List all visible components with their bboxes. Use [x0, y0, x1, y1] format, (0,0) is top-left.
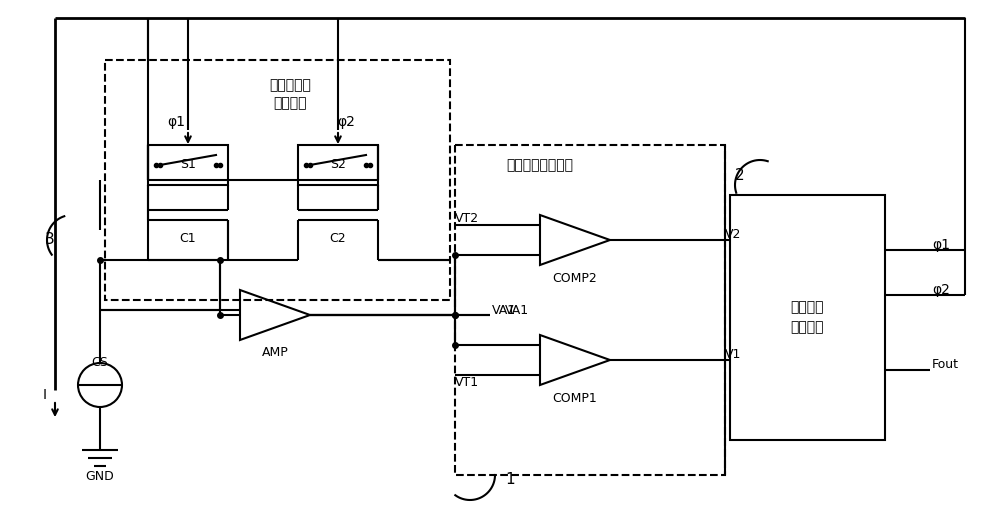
Bar	[105, 60, 450, 300]
Bar	[148, 145, 228, 185]
Text: 3: 3	[45, 233, 55, 247]
Text: φ2: φ2	[932, 283, 950, 297]
Text: C2: C2	[330, 232, 346, 244]
Text: φ1: φ1	[167, 115, 185, 129]
Bar	[455, 145, 725, 475]
Text: CS: CS	[92, 356, 108, 370]
Text: COMP1: COMP1	[553, 391, 597, 405]
Text: 1: 1	[505, 473, 515, 488]
Text: 释放模块: 释放模块	[273, 96, 307, 110]
Text: 2: 2	[735, 167, 745, 183]
Text: I: I	[43, 388, 47, 402]
Text: S1: S1	[180, 159, 196, 171]
Text: φ1: φ1	[932, 238, 950, 252]
Text: 积分状态判断模块: 积分状态判断模块	[507, 158, 574, 172]
Text: VA1: VA1	[505, 304, 529, 316]
Bar	[730, 195, 885, 440]
Text: VT2: VT2	[455, 211, 479, 225]
Text: Fout: Fout	[932, 358, 959, 372]
Text: COMP2: COMP2	[553, 272, 597, 284]
Text: 电荷积累与: 电荷积累与	[269, 78, 311, 92]
Text: GND: GND	[86, 470, 114, 484]
Bar	[298, 145, 378, 185]
Text: C1: C1	[180, 232, 196, 244]
Text: S2: S2	[330, 159, 346, 171]
Text: AMP: AMP	[262, 346, 288, 359]
Text: VA1: VA1	[492, 304, 516, 316]
Text: VT1: VT1	[455, 377, 479, 389]
Text: 状态切换: 状态切换	[791, 301, 824, 314]
Text: 控制模块: 控制模块	[791, 320, 824, 335]
Text: V2: V2	[725, 229, 741, 241]
Text: V1: V1	[725, 348, 741, 361]
Text: φ2: φ2	[337, 115, 355, 129]
